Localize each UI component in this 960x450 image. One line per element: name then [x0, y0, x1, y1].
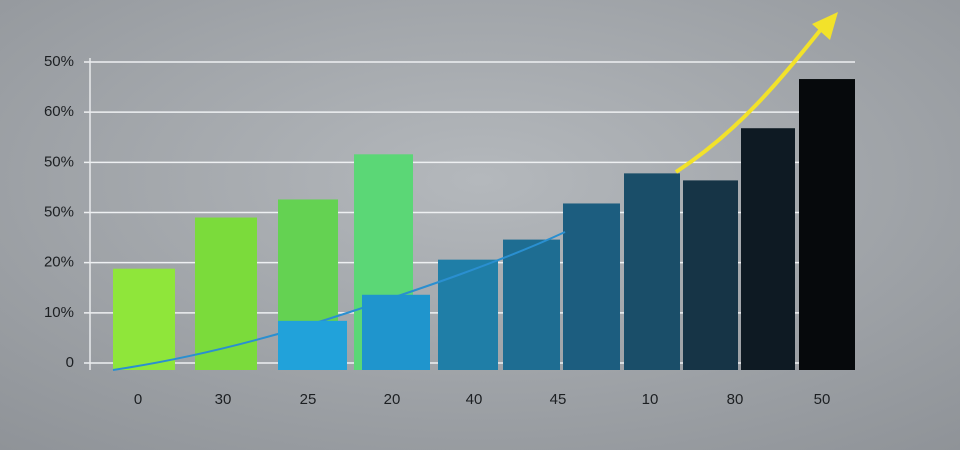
x-tick-label: 50	[814, 391, 831, 408]
y-tick-label: 50%	[44, 203, 74, 220]
x-tick-label: 0	[134, 391, 142, 408]
y-tick-label: 0	[66, 354, 74, 371]
y-tick-label: 60%	[44, 103, 74, 120]
arrow-head	[812, 12, 838, 40]
x-tick-label: 40	[466, 391, 483, 408]
x-tick-label: 80	[727, 391, 744, 408]
y-tick-label: 10%	[44, 304, 74, 321]
x-tick-label: 10	[642, 391, 659, 408]
labels: 0 10% 20% 50% 50% 60% 50% 0 30 25 20 40 45 10 80 50	[44, 53, 830, 408]
x-tick-label: 20	[384, 391, 401, 408]
y-tick-label: 50%	[44, 53, 74, 70]
trend-arrow	[674, 26, 824, 174]
bar	[503, 239, 560, 370]
bar	[563, 203, 620, 370]
y-tick-label: 20%	[44, 254, 74, 271]
y-tick-label: 50%	[44, 153, 74, 170]
front-bars	[278, 294, 430, 370]
x-tick-label: 25	[300, 391, 317, 408]
bar	[799, 79, 855, 370]
bar	[683, 180, 738, 370]
bar	[362, 294, 430, 370]
trend-line	[112, 231, 566, 371]
bar	[278, 320, 347, 370]
bar	[438, 259, 498, 370]
bar	[113, 268, 175, 370]
x-tick-label: 45	[550, 391, 567, 408]
bar	[624, 173, 680, 370]
bar	[195, 217, 257, 370]
bar	[741, 128, 795, 370]
x-tick-label: 30	[215, 391, 232, 408]
